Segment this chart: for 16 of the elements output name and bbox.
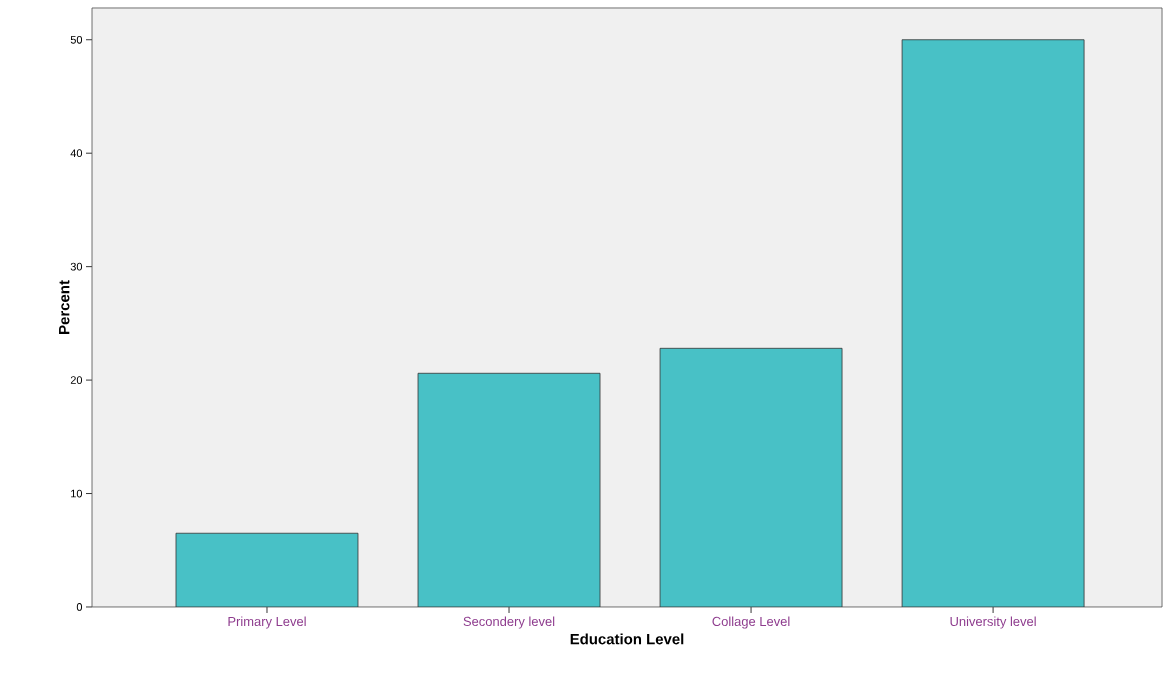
bar (175, 532, 359, 607)
x-axis-title: Education Level (570, 633, 684, 645)
bar (901, 39, 1085, 607)
y-tick-label: 0 (76, 603, 83, 611)
y-tick-label: 40 (70, 149, 83, 158)
x-tick-label: University level (950, 616, 1036, 629)
x-tick-label: Primary Level (228, 616, 306, 629)
x-tick-label: Collage Level (712, 616, 790, 629)
x-tick-label: Secondery level (463, 616, 555, 629)
y-tick-label: 30 (70, 262, 83, 271)
y-tick-label: 50 (70, 35, 83, 44)
y-tick-label: 10 (71, 489, 83, 498)
bar (417, 372, 601, 607)
bar (659, 347, 843, 607)
y-tick-label: 20 (70, 376, 83, 384)
y-axis-title: Percent (59, 280, 70, 334)
